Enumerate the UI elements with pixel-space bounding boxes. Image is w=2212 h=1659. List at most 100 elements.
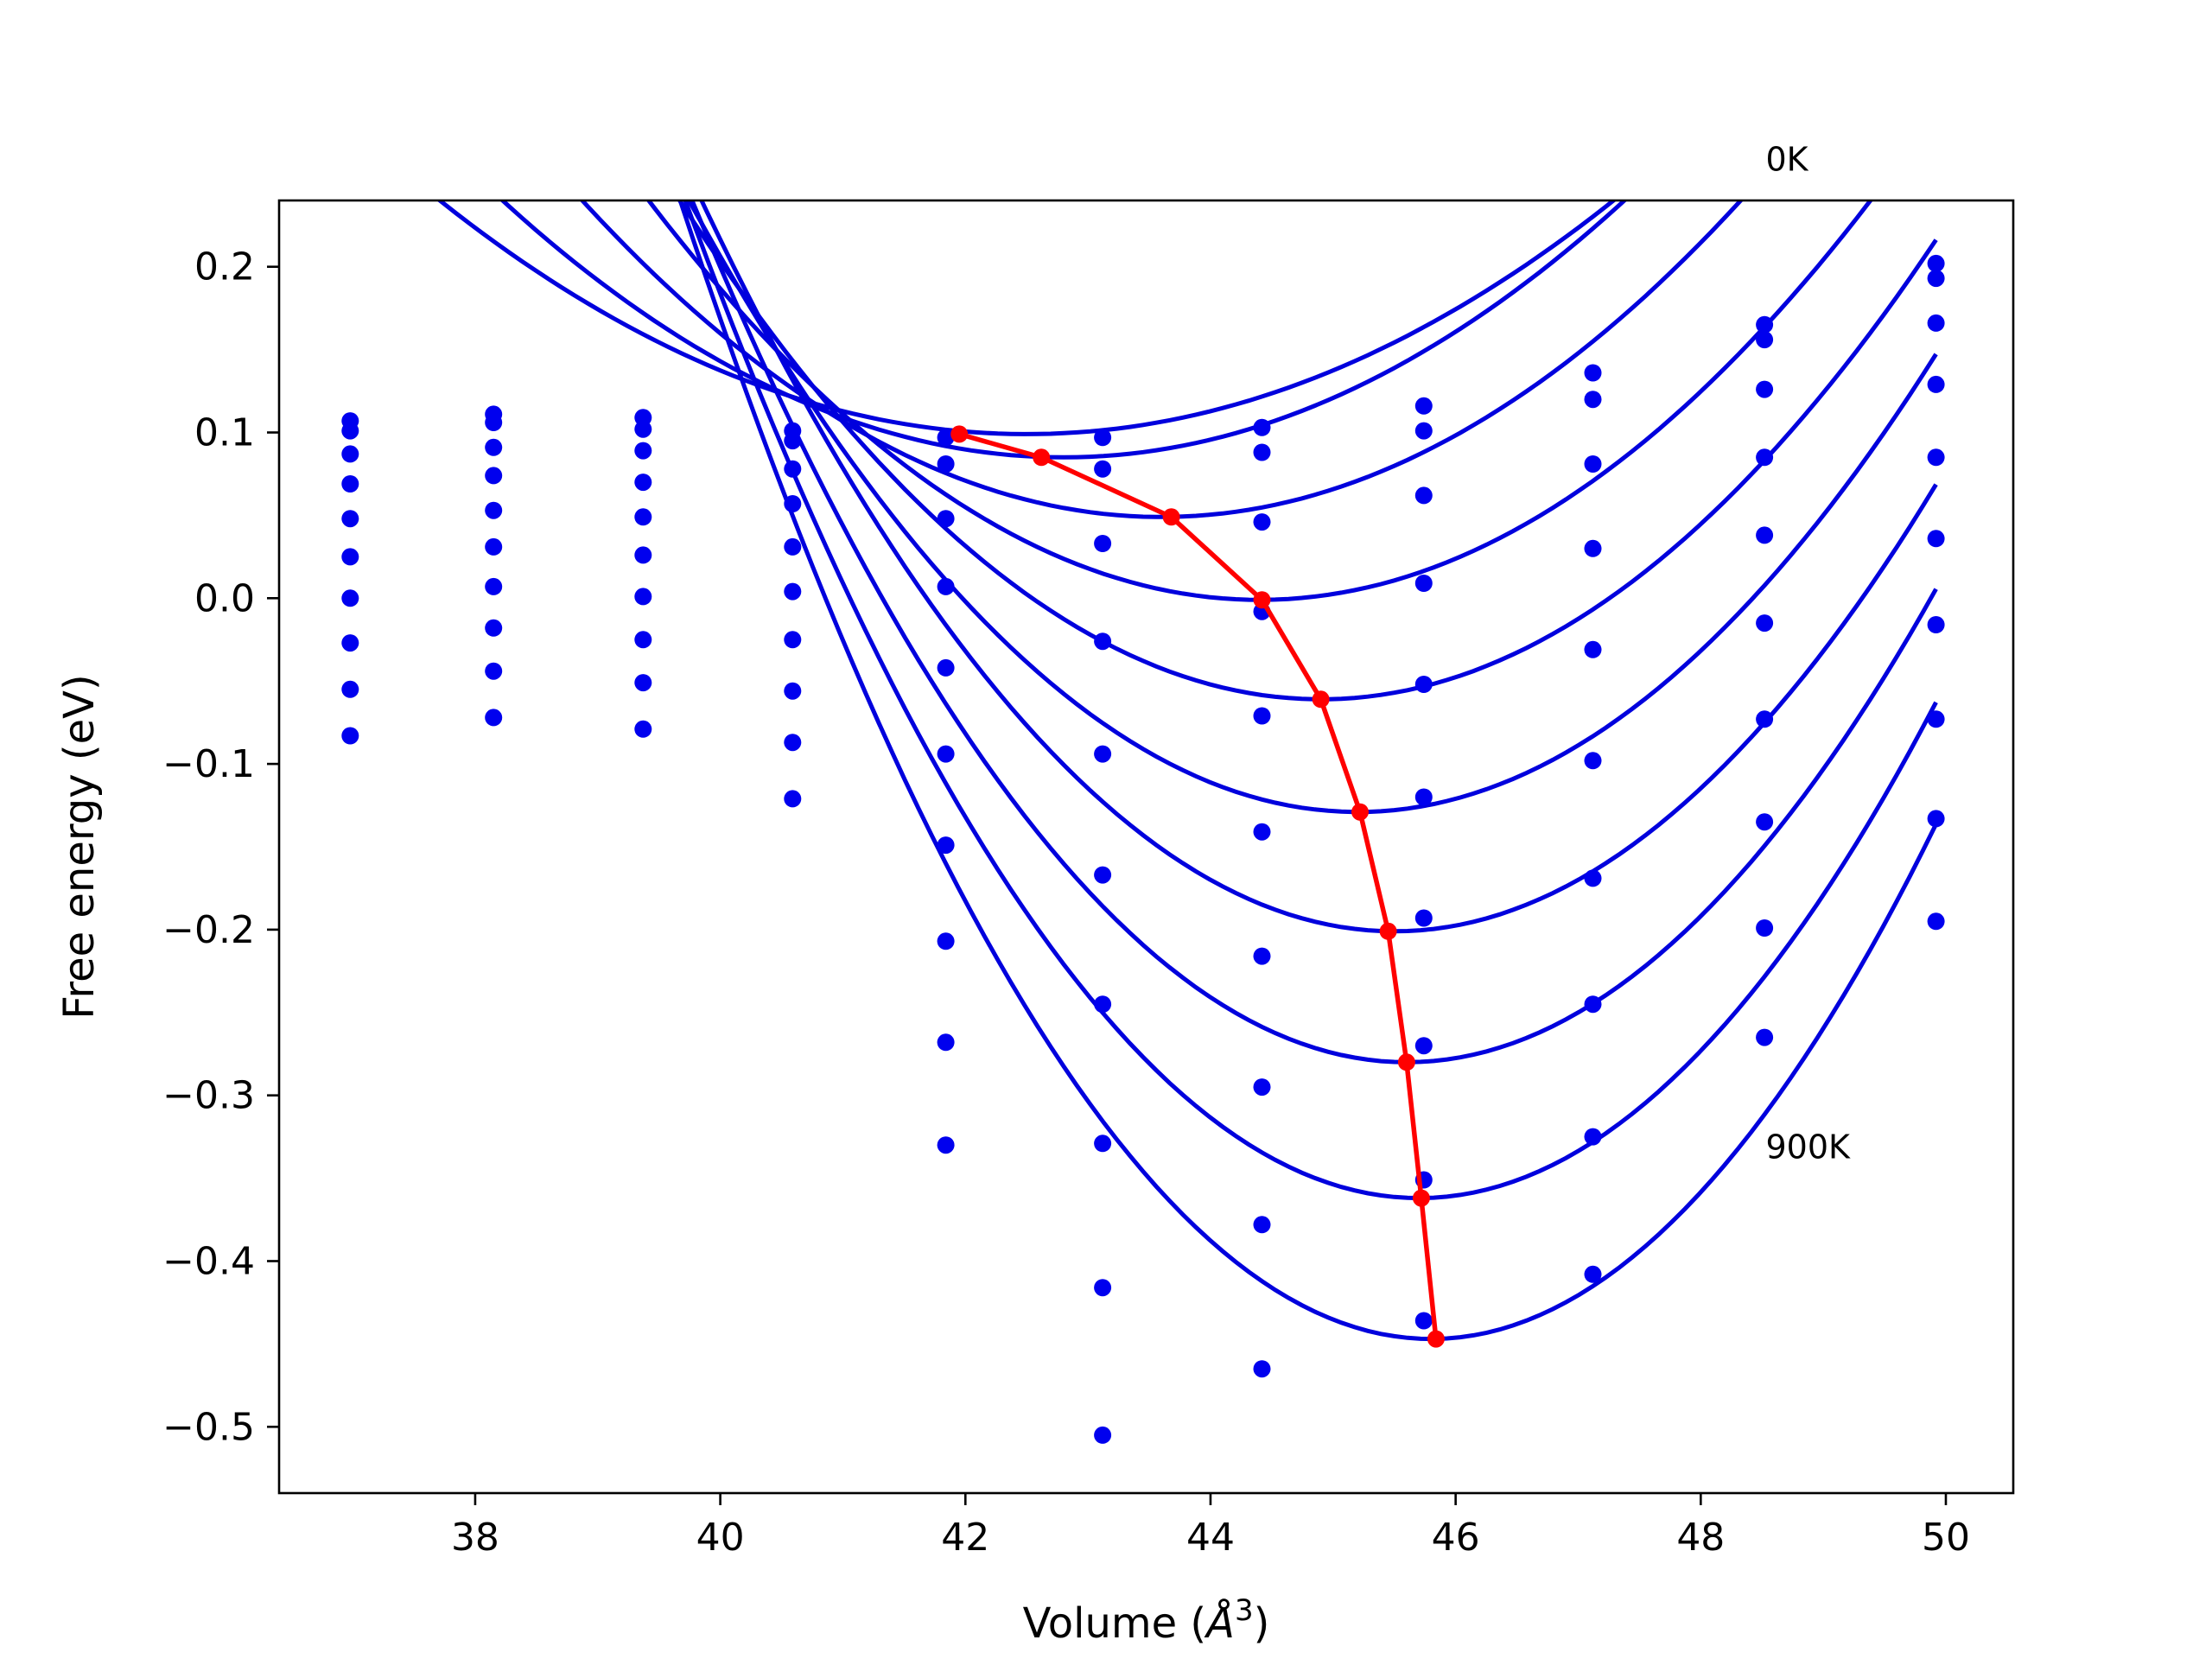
data-point: [1927, 530, 1945, 548]
data-point: [1927, 375, 1945, 393]
data-point: [1414, 788, 1433, 806]
minimum-point: [950, 425, 969, 443]
data-point: [1094, 1279, 1112, 1297]
data-point: [634, 631, 652, 649]
data-point: [1094, 535, 1112, 552]
y-tick-label: 0.0: [194, 576, 255, 620]
data-point: [485, 537, 503, 556]
data-point: [1756, 448, 1774, 467]
data-point: [341, 445, 359, 463]
x-tick-label: 38: [451, 1516, 499, 1560]
temperature-annotation: 900K: [1766, 1128, 1852, 1166]
minimum-point: [1351, 803, 1369, 821]
data-point: [937, 932, 955, 950]
data-point: [341, 727, 359, 745]
data-point: [1414, 397, 1433, 415]
data-point: [937, 455, 955, 473]
data-point: [937, 510, 955, 528]
data-point: [485, 467, 503, 485]
data-point: [937, 429, 955, 447]
data-point: [1094, 995, 1112, 1014]
data-point: [1253, 1216, 1271, 1234]
y-axis-label: Free energy (eV): [55, 674, 104, 1019]
data-point: [937, 1033, 955, 1052]
data-point: [784, 460, 802, 478]
data-point: [784, 432, 802, 450]
y-tick-label: −0.5: [162, 1405, 255, 1449]
minimum-point: [1412, 1189, 1430, 1207]
data-point: [784, 682, 802, 700]
data-point: [485, 619, 503, 637]
x-tick-label: 50: [1922, 1516, 1970, 1560]
x-tick-label: 40: [696, 1516, 745, 1560]
data-point: [1756, 614, 1774, 632]
fit-curve: [436, 200, 1618, 436]
data-point: [1756, 710, 1774, 728]
data-point: [1253, 707, 1271, 725]
data-point: [1253, 418, 1271, 436]
data-point: [1756, 380, 1774, 398]
y-tick-label: −0.2: [162, 908, 255, 952]
data-point: [485, 414, 503, 431]
data-point: [341, 422, 359, 440]
data-point: [1253, 443, 1271, 461]
data-point: [1756, 919, 1774, 937]
annotations: 0K 900K: [1766, 141, 1852, 1166]
fit-curve: [690, 200, 1938, 1065]
data-point: [1756, 315, 1774, 334]
data-point: [1756, 331, 1774, 349]
data-point: [341, 475, 359, 493]
data-point: [1927, 710, 1945, 728]
data-point: [341, 510, 359, 528]
data-point: [1414, 1312, 1433, 1330]
data-point: [784, 631, 802, 649]
data-point: [341, 589, 359, 607]
fit-curve: [683, 200, 1938, 1201]
data-point: [485, 438, 503, 456]
data-point: [1094, 429, 1112, 447]
data-point: [1756, 813, 1774, 831]
data-point: [634, 474, 652, 492]
data-point: [485, 709, 503, 727]
data-point: [1094, 632, 1112, 651]
data-point: [1927, 448, 1945, 467]
fit-curve: [686, 200, 1938, 815]
data-point: [634, 420, 652, 438]
data-point: [937, 577, 955, 595]
y-tick-label: −0.3: [162, 1074, 255, 1118]
minimum-point: [1033, 448, 1051, 467]
y-tick-label: −0.1: [162, 742, 255, 786]
data-point: [1253, 1360, 1271, 1378]
minimum-point: [1162, 508, 1180, 526]
data-point: [1584, 752, 1602, 770]
y-tick-label: −0.4: [162, 1239, 255, 1283]
data-point: [1584, 995, 1602, 1014]
data-point: [1927, 314, 1945, 332]
data-point: [937, 658, 955, 677]
y-tick-label: 0.1: [194, 411, 255, 455]
data-point: [1584, 391, 1602, 409]
minima-line: [958, 431, 1439, 1339]
data-point: [1414, 1037, 1433, 1055]
data-point: [1253, 513, 1271, 531]
fit-curve: [677, 200, 1938, 1342]
data-point: [937, 745, 955, 763]
data-point: [634, 442, 652, 460]
minimum-point: [1379, 922, 1397, 940]
data-point: [784, 790, 802, 808]
data-points: [341, 254, 1945, 1444]
data-point: [1414, 575, 1433, 592]
y-axis: 0.2 0.1 0.0 −0.1 −0.2 −0.3 −0.4 −0.5: [162, 245, 279, 1449]
data-point: [784, 495, 802, 512]
data-point: [1756, 526, 1774, 544]
data-point: [1414, 422, 1433, 440]
data-point: [1414, 486, 1433, 505]
data-point: [1927, 616, 1945, 633]
x-axis-label: Volume (Å3): [1023, 1593, 1270, 1648]
plot-area: [277, 199, 2015, 1495]
data-point: [634, 508, 652, 526]
x-axis: 38 40 42 44 46 48 50: [451, 1493, 1970, 1560]
data-point: [485, 577, 503, 595]
